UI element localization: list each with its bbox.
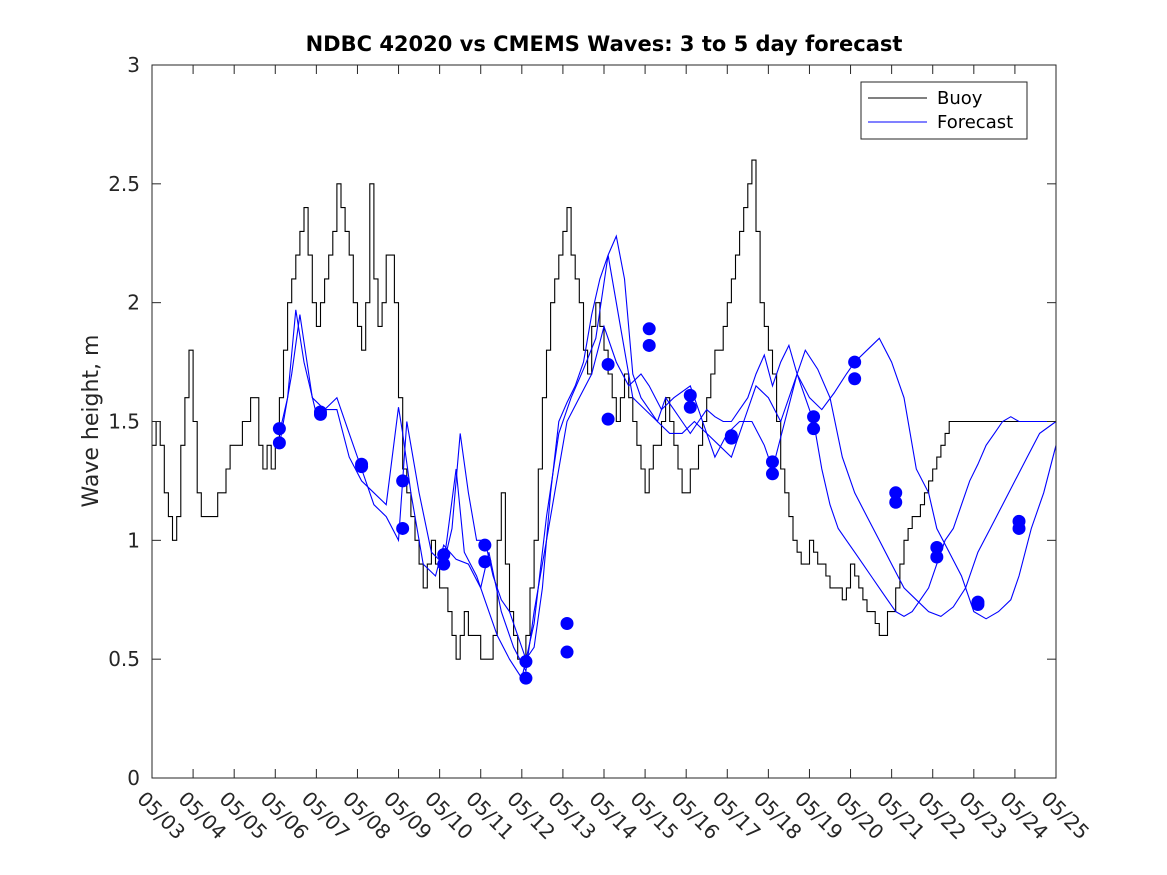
legend-buoy-label: Buoy [937, 88, 983, 109]
y-tick-label: 1.5 [108, 410, 140, 434]
forecast-marker [1012, 521, 1026, 535]
y-tick-label: 1 [127, 528, 140, 552]
forecast-marker [765, 467, 779, 481]
forecast-marker [971, 598, 985, 612]
forecast-marker [848, 355, 862, 369]
forecast-marker [396, 474, 410, 488]
legend-box [860, 81, 1028, 140]
y-tick-label: 2 [127, 291, 140, 315]
forecast-marker [396, 521, 410, 535]
buoy-series-line [152, 159, 1019, 660]
plot-area [151, 64, 1057, 779]
forecast-marker [930, 540, 944, 554]
forecast-marker [272, 436, 286, 450]
legend-forecast-label: Forecast [937, 112, 1013, 133]
y-axis-label: Wave height, m [79, 335, 104, 508]
forecast-marker [724, 431, 738, 445]
forecast-marker [848, 372, 862, 386]
forecast-marker [642, 322, 656, 336]
forecast-marker [272, 422, 286, 436]
forecast-marker [765, 455, 779, 469]
forecast-series-line [278, 309, 1057, 673]
forecast-marker [889, 495, 903, 509]
forecast-marker [683, 400, 697, 414]
forecast-marker [642, 338, 656, 352]
forecast-marker [519, 655, 533, 669]
forecast-marker [560, 645, 574, 659]
forecast-marker [930, 550, 944, 564]
y-tick-label: 2.5 [108, 172, 140, 196]
forecast-marker [313, 407, 327, 421]
forecast-marker [437, 548, 451, 562]
forecast-marker [889, 486, 903, 500]
forecast-marker [601, 357, 615, 371]
series-layer [152, 159, 1057, 680]
chart-title: NDBC 42020 vs CMEMS Waves: 3 to 5 day fo… [306, 32, 903, 56]
forecast-marker [683, 388, 697, 402]
forecast-marker [437, 557, 451, 571]
y-tick-label: 3 [127, 53, 140, 77]
forecast-marker [355, 460, 369, 474]
forecast-marker [807, 410, 821, 424]
y-tick-label: 0.5 [108, 647, 140, 671]
forecast-series-line [443, 234, 1056, 661]
y-axis: 0 0.5 1 1.5 2 2.5 3 [108, 53, 1056, 790]
forecast-marker [478, 555, 492, 569]
marker-layer [272, 322, 1026, 685]
forecast-marker [478, 538, 492, 552]
forecast-marker [601, 412, 615, 426]
y-tick-label: 0 [127, 766, 140, 790]
forecast-marker [519, 671, 533, 685]
forecast-marker [560, 617, 574, 631]
forecast-marker [807, 422, 821, 436]
legend: Buoy Forecast [860, 81, 1028, 140]
